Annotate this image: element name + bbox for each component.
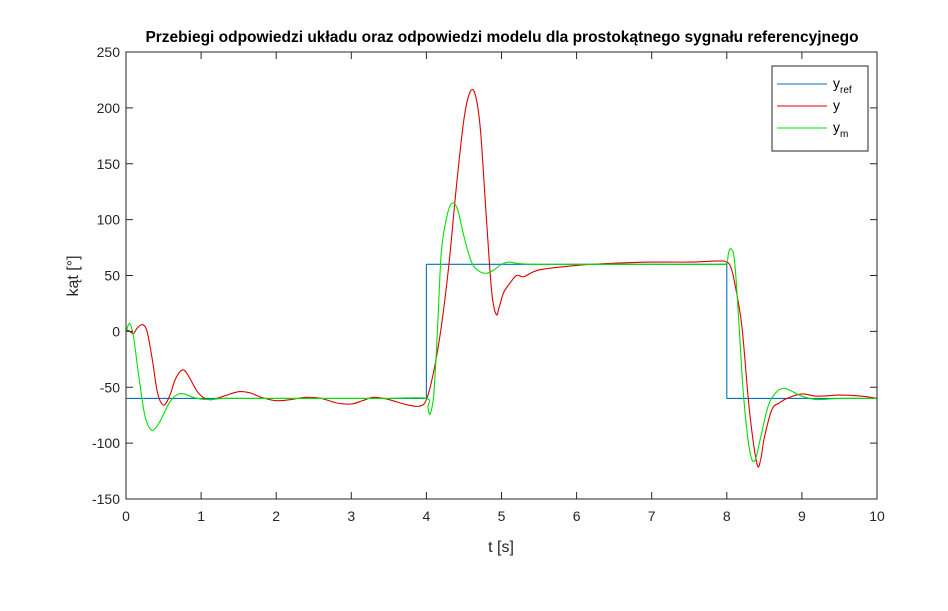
plot-frame (126, 52, 877, 499)
x-tick-label: 1 (197, 508, 205, 524)
y-tick-label: 0 (112, 323, 120, 339)
series-line-y (125, 88, 878, 468)
legend-label-y: y (833, 97, 840, 113)
y-axis: -150 -100 -50 0 50 100 150 200 250 (92, 44, 877, 507)
chart-title: Przebiegi odpowiedzi układu oraz odpowie… (145, 29, 858, 46)
y-tick-label: -100 (92, 435, 120, 451)
y-tick-label: 250 (97, 44, 121, 60)
x-axis: 0 1 2 3 4 5 6 7 8 9 10 (122, 52, 885, 524)
legend-label-subscript: m (840, 129, 848, 140)
legend-label-main: y (833, 119, 840, 135)
x-tick-label: 0 (122, 508, 130, 524)
x-tick-label: 10 (869, 508, 885, 524)
y-tick-label: 50 (104, 268, 120, 284)
y-axis-label: kąt [°] (65, 255, 82, 296)
y-tick-label: 150 (97, 156, 121, 172)
x-tick-label: 2 (272, 508, 280, 524)
y-tick-label: 100 (97, 212, 121, 228)
x-tick-label: 3 (347, 508, 355, 524)
y-tick-label: -50 (100, 379, 120, 395)
x-tick-label: 6 (573, 508, 581, 524)
x-tick-label: 8 (723, 508, 731, 524)
x-tick-label: 5 (498, 508, 506, 524)
x-tick-label: 4 (423, 508, 431, 524)
x-tick-label: 9 (798, 508, 806, 524)
x-axis-label: t [s] (488, 539, 514, 556)
legend-label-main: y (833, 97, 840, 113)
y-tick-label: 200 (97, 100, 121, 116)
legend-label-y-m: ym (833, 119, 848, 140)
legend-box (771, 65, 869, 152)
series-layer (125, 88, 878, 468)
legend-label-subscript: ref (840, 85, 852, 96)
legend-label-main: y (833, 75, 840, 91)
series-line-y-m (125, 202, 878, 463)
legend-label-y-ref: yref (833, 75, 852, 96)
plot-area (125, 51, 878, 500)
x-tick-label: 7 (648, 508, 656, 524)
y-tick-label: -150 (92, 491, 120, 507)
